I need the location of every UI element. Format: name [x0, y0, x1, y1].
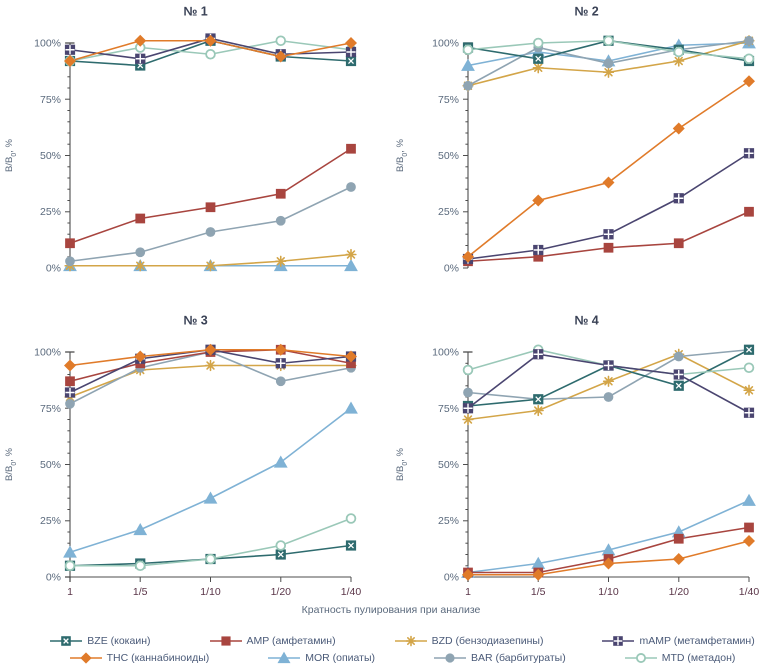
svg-text:25%: 25%	[438, 515, 459, 527]
svg-text:0%: 0%	[444, 572, 459, 584]
svg-text:№ 2: № 2	[574, 5, 598, 19]
svg-text:1/5: 1/5	[531, 586, 546, 598]
svg-text:75%: 75%	[438, 94, 459, 106]
svg-text:B/B0, %: B/B0, %	[4, 138, 18, 171]
svg-text:0%: 0%	[444, 263, 459, 275]
svg-text:B/B0, %: B/B0, %	[395, 138, 409, 171]
svg-text:B/B0, %: B/B0, %	[395, 447, 409, 480]
svg-text:25%: 25%	[40, 206, 61, 218]
svg-text:100%: 100%	[432, 38, 459, 50]
svg-text:1/10: 1/10	[200, 586, 221, 598]
svg-text:0%: 0%	[46, 572, 61, 584]
svg-text:1: 1	[465, 586, 471, 598]
svg-text:50%: 50%	[438, 150, 459, 162]
svg-text:50%: 50%	[40, 150, 61, 162]
svg-text:75%: 75%	[40, 94, 61, 106]
svg-text:1/40: 1/40	[341, 586, 362, 598]
svg-text:1/5: 1/5	[133, 586, 148, 598]
svg-text:1/10: 1/10	[598, 586, 619, 598]
svg-text:75%: 75%	[40, 403, 61, 415]
svg-text:№ 1: № 1	[183, 5, 207, 19]
svg-text:0%: 0%	[46, 263, 61, 275]
svg-text:1/20: 1/20	[271, 586, 292, 598]
svg-text:1/20: 1/20	[669, 586, 690, 598]
svg-text:1: 1	[67, 586, 73, 598]
svg-text:100%: 100%	[432, 347, 459, 359]
svg-text:25%: 25%	[438, 206, 459, 218]
svg-text:25%: 25%	[40, 515, 61, 527]
svg-text:100%: 100%	[34, 38, 61, 50]
svg-text:75%: 75%	[438, 403, 459, 415]
svg-text:50%: 50%	[40, 459, 61, 471]
svg-text:50%: 50%	[438, 459, 459, 471]
svg-text:B/B0, %: B/B0, %	[4, 447, 18, 480]
svg-text:100%: 100%	[34, 347, 61, 359]
svg-text:№ 3: № 3	[183, 314, 207, 328]
svg-text:1/40: 1/40	[739, 586, 760, 598]
svg-text:№ 4: № 4	[574, 314, 598, 328]
